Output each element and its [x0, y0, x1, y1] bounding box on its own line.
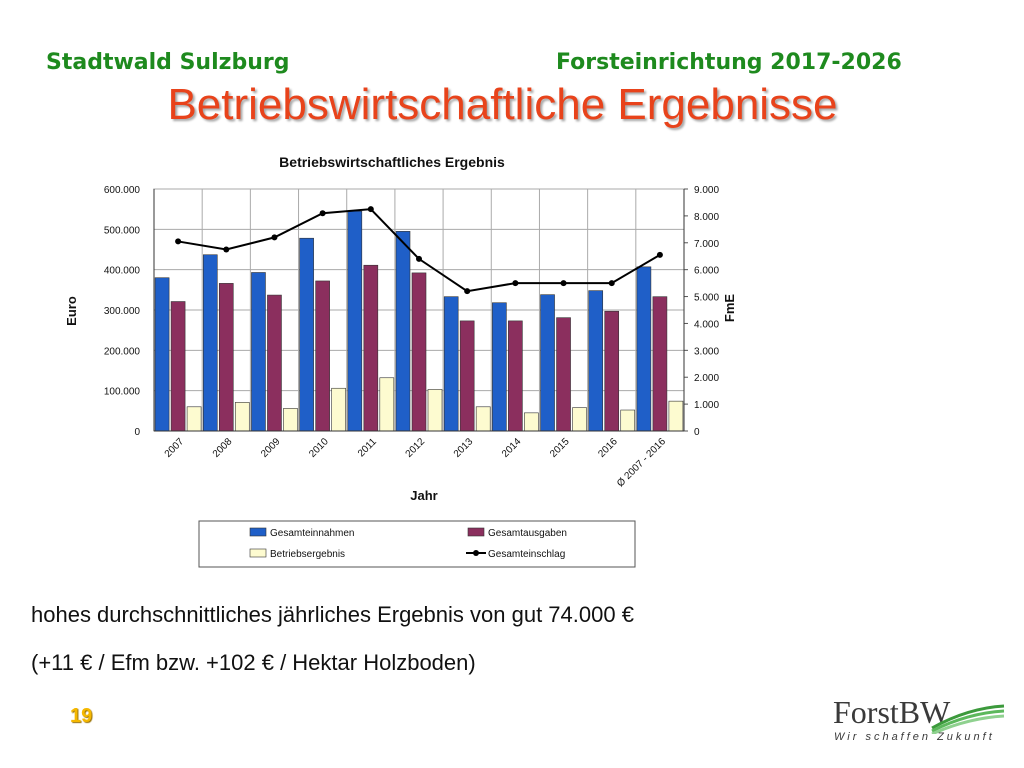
legend-label: Gesamteinnahmen — [270, 528, 355, 539]
bar-gesamteinnahmen — [202, 254, 218, 432]
legend: Gesamteinnahmen Gesamtausgaben Betriebserg… — [198, 520, 636, 568]
legend-box — [198, 520, 636, 568]
y2-tick-label: 8.000 — [694, 212, 719, 223]
bar-gesamteinnahmen — [154, 277, 170, 432]
bar-gesamtausgaben — [508, 320, 523, 432]
bar-gesamteinnahmen — [443, 296, 459, 432]
y2-tick-label: 6.000 — [694, 266, 719, 277]
x-tick-label: 2015 — [548, 436, 572, 460]
bar-betriebsergebnis — [283, 408, 298, 432]
bar-gesamteinnahmen — [492, 302, 507, 432]
y2-tick-label: 7.000 — [694, 239, 719, 250]
legend-label: Gesamtausgaben — [488, 528, 567, 539]
x-axis-label: Jahr — [410, 488, 437, 503]
bar-betriebsergebnis — [475, 406, 491, 432]
legend-marker — [473, 550, 479, 556]
bar-gesamteinnahmen — [347, 210, 363, 432]
point-gesamteinschlag — [656, 251, 663, 258]
bar-gesamtausgaben — [315, 280, 330, 432]
x-tick-label: 2014 — [500, 436, 524, 460]
bar-betriebsergebnis — [620, 409, 636, 432]
page-number: 19 — [70, 705, 93, 727]
y2-axis-label: FmE — [722, 294, 737, 323]
y-tick-label: 100.000 — [104, 387, 141, 398]
logo-swoosh-icon — [931, 704, 1005, 734]
y2-tick-label: 3.000 — [694, 346, 719, 357]
y2-tick-label: 4.000 — [694, 319, 719, 330]
bar-betriebsergebnis — [668, 400, 684, 432]
bar-gesamtausgaben — [411, 272, 427, 432]
x-tick-label: 2011 — [356, 436, 379, 459]
legend-swatch — [249, 527, 267, 537]
header-left: Stadtwald Sulzburg — [46, 50, 290, 75]
point-gesamteinschlag — [223, 246, 230, 253]
point-gesamteinschlag — [416, 255, 422, 262]
x-tick-label: 2008 — [211, 436, 235, 460]
summary-line-1: hohes durchschnittliches jährliches Erge… — [31, 602, 634, 627]
point-gesamteinschlag — [271, 234, 278, 241]
y-tick-label: 200.000 — [104, 346, 141, 357]
point-gesamteinschlag — [175, 238, 182, 245]
bar-betriebsergebnis — [331, 387, 346, 432]
bar-gesamteinnahmen — [540, 294, 555, 432]
bar-gesamteinnahmen — [395, 231, 411, 432]
y-axis-label: Euro — [64, 296, 79, 326]
chart-title: Betriebswirtschaftliches Ergebnis — [279, 154, 505, 170]
bar-betriebsergebnis — [572, 407, 587, 432]
bars — [154, 210, 684, 432]
legend-label: Betriebsergebnis — [270, 549, 345, 560]
x-tick-label: 2016 — [596, 436, 620, 460]
x-tick-label: 2013 — [452, 436, 476, 460]
bar-gesamteinnahmen — [299, 237, 314, 432]
bar-gesamtausgaben — [363, 264, 379, 432]
y2-tick-label: 1.000 — [694, 400, 719, 411]
bar-gesamteinnahmen — [636, 266, 652, 432]
summary-line-2: (+11 € / Efm bzw. +102 € / Hektar Holzbo… — [31, 650, 476, 675]
legend-swatch — [249, 548, 267, 558]
bar-gesamtausgaben — [652, 296, 668, 432]
bar-gesamtausgaben — [604, 310, 620, 432]
point-gesamteinschlag — [512, 280, 519, 287]
chart: Betriebswirtschaftliches Ergebnis 0 100.0… — [64, 154, 737, 568]
y2-tick-label: 9.000 — [694, 185, 719, 196]
bar-betriebsergebnis — [427, 389, 443, 432]
y-tick-label: 500.000 — [104, 225, 141, 236]
bar-gesamtausgaben — [170, 301, 186, 432]
point-gesamteinschlag — [464, 288, 471, 295]
bar-gesamtausgaben — [459, 320, 475, 432]
x-tick-label: 2009 — [259, 436, 283, 460]
y-tick-label: 400.000 — [104, 266, 141, 277]
y2-tick-label: 2.000 — [694, 373, 719, 384]
x-tick-label: 2012 — [404, 436, 428, 460]
y2-tick-label: 5.000 — [694, 293, 719, 304]
bar-betriebsergebnis — [234, 402, 250, 432]
bar-gesamteinnahmen — [588, 290, 604, 432]
y-tick-label: 0 — [134, 427, 140, 438]
page-title: Betriebswirtschaftliche Ergebnisse — [167, 80, 838, 129]
logo-wordmark: ForstBW — [833, 694, 951, 730]
point-gesamteinschlag — [608, 280, 615, 287]
bar-gesamtausgaben — [267, 294, 282, 432]
bar-gesamteinnahmen — [251, 272, 266, 432]
header-right: Forsteinrichtung 2017-2026 — [556, 50, 902, 75]
point-gesamteinschlag — [367, 206, 374, 213]
bar-betriebsergebnis — [186, 406, 202, 432]
line-series — [175, 206, 663, 295]
point-gesamteinschlag — [560, 280, 567, 287]
bar-gesamtausgaben — [556, 317, 571, 432]
legend-label: Gesamteinschlag — [488, 549, 565, 560]
bar-betriebsergebnis — [524, 412, 539, 432]
point-gesamteinschlag — [319, 210, 326, 217]
y2-tick-label: 0 — [694, 427, 700, 438]
logo-tagline: Wir schaffen Zukunft — [834, 731, 995, 743]
bar-betriebsergebnis — [379, 377, 395, 432]
bar-gesamtausgaben — [218, 283, 234, 432]
legend-swatch — [467, 527, 485, 537]
x-tick-label: 2010 — [307, 436, 331, 460]
y-tick-label: 300.000 — [104, 306, 141, 317]
x-tick-label: Ø 2007 - 2016 — [615, 436, 668, 489]
x-tick-label: 2007 — [163, 436, 187, 460]
y-tick-label: 600.000 — [104, 185, 141, 196]
forstbw-logo: ForstBW Wir schaffen Zukunft — [830, 694, 1010, 746]
